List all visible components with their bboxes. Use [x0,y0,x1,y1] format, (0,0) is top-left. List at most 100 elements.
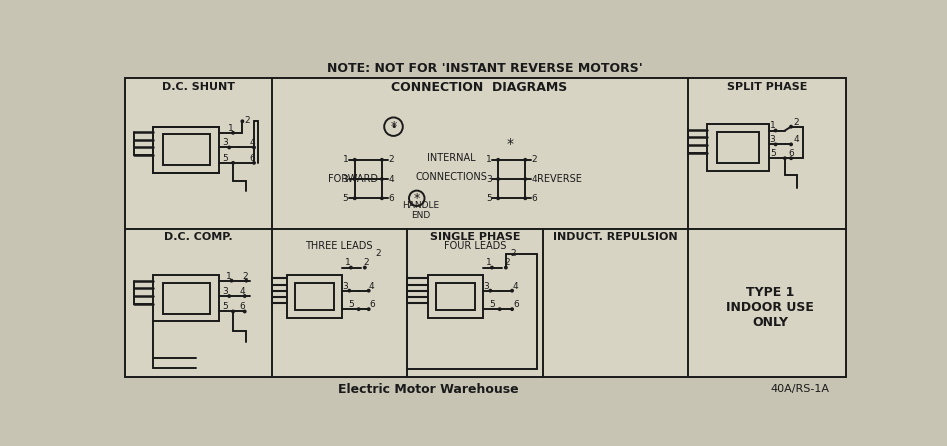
Circle shape [252,145,256,149]
Text: 2: 2 [505,259,510,268]
Bar [163,283,210,314]
Bar [153,127,219,173]
Circle shape [510,307,514,311]
Text: 2: 2 [531,155,537,164]
Circle shape [227,294,231,298]
Text: THREE LEADS: THREE LEADS [306,241,373,251]
Circle shape [774,128,777,132]
Circle shape [252,161,256,165]
Circle shape [353,158,357,162]
Text: 5: 5 [486,194,491,203]
Circle shape [241,120,244,123]
Bar [707,124,769,170]
Bar [295,283,334,310]
Text: •: • [390,123,397,132]
Circle shape [366,289,370,293]
Text: *: * [390,120,397,133]
Text: 2: 2 [510,249,516,258]
Circle shape [348,289,351,293]
Bar [428,275,483,318]
Text: *: * [414,192,420,205]
Text: 1: 1 [343,155,348,164]
Text: 3: 3 [484,281,490,290]
Bar [163,134,210,165]
Bar [717,132,759,163]
Circle shape [789,125,793,128]
Text: 2: 2 [244,116,250,125]
Circle shape [496,196,500,200]
Text: 3: 3 [223,287,228,296]
Text: 3: 3 [486,174,491,184]
Text: 6: 6 [788,149,794,158]
Circle shape [242,294,246,298]
Text: 1: 1 [226,272,232,281]
Bar [125,78,846,377]
Text: NOTE: NOT FOR 'INSTANT REVERSE MOTORS': NOTE: NOT FOR 'INSTANT REVERSE MOTORS' [327,62,643,75]
Text: 6: 6 [369,300,375,309]
Text: 6: 6 [513,300,519,309]
Text: 5: 5 [343,194,348,203]
Text: 3: 3 [343,281,348,290]
Circle shape [357,307,361,311]
Circle shape [231,310,235,314]
Text: 4: 4 [512,281,518,290]
Circle shape [789,156,793,160]
Circle shape [504,266,508,269]
Circle shape [242,310,246,314]
Text: 1: 1 [770,121,777,130]
Text: 6: 6 [388,194,394,203]
Text: SPLIT PHASE: SPLIT PHASE [727,83,807,92]
Text: HANDLE
END: HANDLE END [402,201,439,220]
Text: FORWARD: FORWARD [328,174,378,184]
Text: 4: 4 [388,174,394,184]
Text: 5: 5 [348,300,354,309]
Circle shape [789,142,793,146]
Text: CONNECTIONS: CONNECTIONS [416,173,488,182]
Circle shape [490,266,494,269]
Text: 6: 6 [531,194,538,203]
Circle shape [510,289,514,293]
Text: SINGLE PHASE: SINGLE PHASE [430,232,520,242]
Text: INTERNAL: INTERNAL [427,153,476,163]
Circle shape [380,196,384,200]
Text: 4: 4 [240,287,245,296]
Text: CONNECTION  DIAGRAMS: CONNECTION DIAGRAMS [391,81,567,94]
Circle shape [524,196,527,200]
Circle shape [524,158,527,162]
Text: 4: 4 [531,174,537,184]
Text: 5: 5 [770,149,777,158]
Text: Electric Motor Warehouse: Electric Motor Warehouse [338,383,519,396]
Circle shape [496,158,500,162]
Circle shape [231,131,235,135]
Text: 4: 4 [250,138,256,147]
Circle shape [524,177,527,181]
Text: 2: 2 [794,118,799,127]
Text: 5: 5 [223,154,228,163]
Text: 4: 4 [368,281,374,290]
Text: 1: 1 [228,124,234,133]
Text: 4: 4 [794,135,799,144]
Bar [153,275,219,322]
Circle shape [366,307,370,311]
Circle shape [229,279,234,283]
Text: 2: 2 [364,259,369,268]
Text: 1: 1 [486,155,491,164]
Circle shape [353,196,357,200]
Bar [287,275,342,318]
Circle shape [363,266,366,269]
Text: 3: 3 [769,135,775,144]
Text: INDUCT. REPULSION: INDUCT. REPULSION [553,232,677,242]
Circle shape [783,156,787,160]
Text: FOUR LEADS: FOUR LEADS [444,241,506,251]
Bar [437,283,474,310]
Text: D.C. COMP.: D.C. COMP. [164,232,233,242]
Circle shape [380,177,384,181]
Text: 2: 2 [241,272,247,281]
Circle shape [498,307,502,311]
Circle shape [380,158,384,162]
Circle shape [774,142,777,146]
Text: *: * [507,137,513,151]
Text: 5: 5 [223,302,228,311]
Text: 2: 2 [375,249,381,258]
Circle shape [227,145,231,149]
